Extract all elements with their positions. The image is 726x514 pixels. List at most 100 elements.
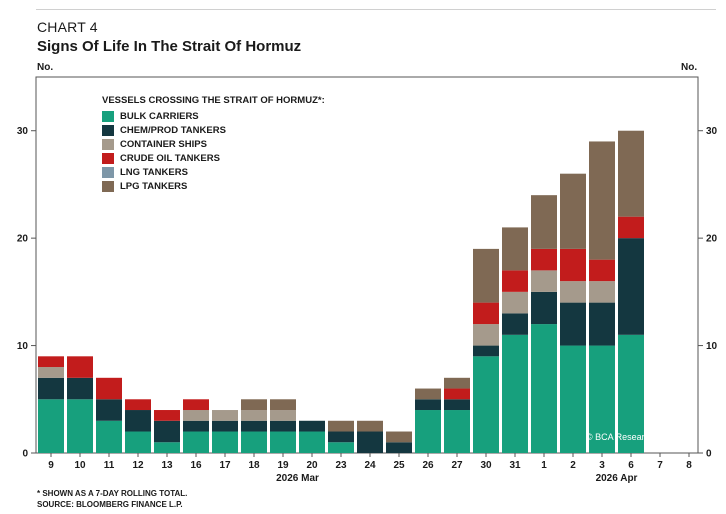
bar-segment-bulk [125, 431, 151, 453]
bar-segment-container [531, 270, 557, 292]
x-tick-label: 9 [48, 460, 54, 471]
bar-segment-crude [531, 248, 557, 271]
bar-segment-container [560, 281, 586, 303]
legend-swatch-container [102, 138, 114, 150]
bar-segment-bulk [96, 420, 122, 453]
chart-title: Signs Of Life In The Strait Of Hormuz [37, 38, 302, 55]
bar-segment-chem [154, 420, 180, 443]
bar-segment-chem [415, 399, 441, 411]
x-tick-label: 25 [393, 460, 405, 471]
legend-label-lng: LNG TANKERS [120, 166, 188, 178]
bar-segment-crude [96, 377, 122, 400]
bar-segment-lpg [502, 227, 528, 271]
top-rule [36, 9, 716, 10]
legend: VESSELS CROSSING THE STRAIT OF HORMUZ*: … [102, 95, 325, 193]
month-labels: 2026 Mar 2026 Apr [276, 473, 637, 484]
bar-segment-lpg [560, 173, 586, 249]
y-tick-label-right: 30 [706, 126, 718, 137]
bar-segment-chem [328, 431, 354, 443]
bar-segment-container [473, 324, 499, 346]
x-tick-label: 7 [657, 460, 663, 471]
bar-segment-container [589, 281, 615, 303]
bar-segment-crude [125, 399, 151, 411]
legend-item-lng: LNG TANKERS [102, 165, 325, 179]
bar-segment-chem [241, 420, 267, 432]
legend-label-crude: CRUDE OIL TANKERS [120, 152, 220, 164]
bar-segment-bulk [270, 431, 296, 453]
y-tick-label-right: 10 [706, 341, 718, 352]
x-tick-label: 18 [248, 460, 260, 471]
x-tick-label: 1 [541, 460, 547, 471]
legend-swatch-lpg [102, 180, 114, 192]
y-axis-right: 0 10 20 30 [698, 126, 718, 460]
bar-segment-bulk [473, 356, 499, 453]
bar-segment-crude [154, 410, 180, 421]
x-tick-label: 31 [509, 460, 521, 471]
bar-segment-bulk [212, 431, 238, 453]
x-tick-label: 11 [104, 460, 115, 471]
x-tick-label: 13 [161, 460, 173, 471]
bar-segment-chem [270, 420, 296, 432]
legend-swatch-lng [102, 166, 114, 178]
bar-segment-chem [502, 313, 528, 335]
x-tick-label: 30 [480, 460, 492, 471]
y-unit-left: No. [37, 62, 54, 73]
bar-segment-container [270, 410, 296, 421]
bar-segment-crude [444, 388, 470, 400]
bar-segment-container [183, 410, 209, 421]
bar-segment-bulk [67, 399, 93, 453]
x-axis: 9 10 11 12 13 16 17 18 19 20 23 24 25 26 27 30 31 1 2 3 6 7 8 [48, 453, 692, 471]
bar-segment-crude [618, 216, 644, 239]
y-axis-left: 0 10 20 30 [17, 126, 36, 460]
x-tick-label: 8 [686, 460, 692, 471]
bar-segment-lpg [444, 377, 470, 389]
legend-swatch-crude [102, 152, 114, 164]
bar-segment-lpg [531, 195, 557, 249]
legend-item-crude: CRUDE OIL TANKERS [102, 151, 325, 165]
bar-segment-crude [589, 259, 615, 282]
x-tick-label: 10 [74, 460, 86, 471]
bar-segment-bulk [38, 399, 64, 453]
x-tick-label: 3 [599, 460, 605, 471]
bar-segment-lpg [386, 431, 412, 443]
bar-segment-crude [502, 270, 528, 292]
x-tick-label: 16 [190, 460, 202, 471]
legend-item-lpg: LPG TANKERS [102, 179, 325, 193]
bar-segment-crude [473, 302, 499, 325]
x-tick-label: 12 [132, 460, 144, 471]
bar-segment-bulk [502, 334, 528, 453]
bar-segment-container [241, 410, 267, 421]
x-tick-label: 6 [628, 460, 634, 471]
watermark: © BCA Research 2026 [586, 432, 677, 442]
legend-label-bulk: BULK CARRIERS [120, 110, 199, 122]
y-tick-label-left: 20 [17, 234, 29, 245]
bar-segment-lpg [328, 420, 354, 432]
bar-segment-chem [386, 442, 412, 453]
footnote: * SHOWN AS A 7-DAY ROLLING TOTAL. [37, 489, 188, 498]
source-note: SOURCE: BLOOMBERG FINANCE L.P. [37, 500, 183, 509]
bar-segment-bulk [589, 345, 615, 453]
bar-segment-chem [531, 291, 557, 325]
bar-segment-lpg [357, 420, 383, 432]
month-label: 2026 Mar [276, 473, 319, 484]
bar-segment-crude [183, 399, 209, 411]
legend-label-container: CONTAINER SHIPS [120, 138, 207, 150]
bar-segment-crude [67, 356, 93, 378]
bar-segment-chem [560, 302, 586, 346]
y-unit-right: No. [681, 62, 698, 73]
bar-segment-crude [38, 356, 64, 368]
legend-title: VESSELS CROSSING THE STRAIT OF HORMUZ*: [102, 95, 325, 106]
legend-item-container: CONTAINER SHIPS [102, 137, 325, 151]
bar-segment-lpg [618, 130, 644, 217]
bar-segment-chem [183, 420, 209, 432]
y-tick-label-left: 30 [17, 126, 29, 137]
bar-segment-bulk [444, 410, 470, 453]
x-tick-label: 2 [570, 460, 576, 471]
bars-group [38, 130, 644, 453]
legend-swatch-bulk [102, 110, 114, 122]
month-label: 2026 Apr [596, 473, 638, 484]
y-tick-label-right: 0 [706, 449, 712, 460]
bar-segment-bulk [183, 431, 209, 453]
x-tick-label: 20 [306, 460, 318, 471]
